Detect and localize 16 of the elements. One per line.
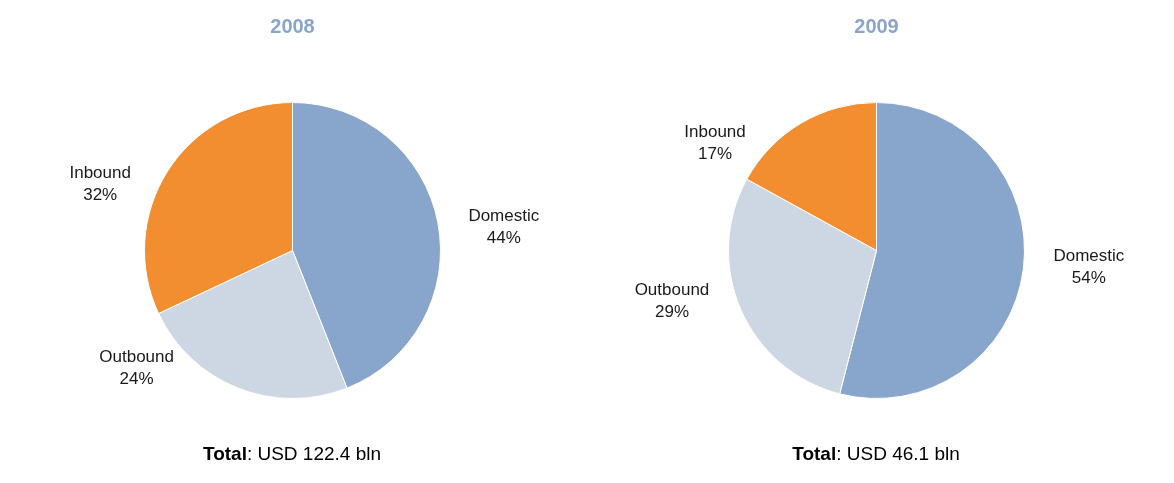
slice-label: Inbound [684,121,746,141]
data-label: 44% [486,228,521,248]
data-label: 17% [698,143,733,163]
data-label: 32% [83,184,118,204]
slice-label: Outbound [634,279,710,299]
text: Total: USD 46.1 bln [792,442,960,466]
data-label: 24% [119,368,154,388]
chart-title: 2008 [270,14,315,37]
slice-label: Outbound [99,346,174,366]
data-label: 54% [1071,267,1106,287]
slice-label: Inbound [69,162,131,182]
slice-label: Domestic [468,206,540,226]
data-label: 29% [654,301,690,321]
chart-title: 2009 [854,14,899,37]
text: Total: USD 122.4 bln [202,442,382,466]
slice-label: Domestic [1053,245,1125,265]
